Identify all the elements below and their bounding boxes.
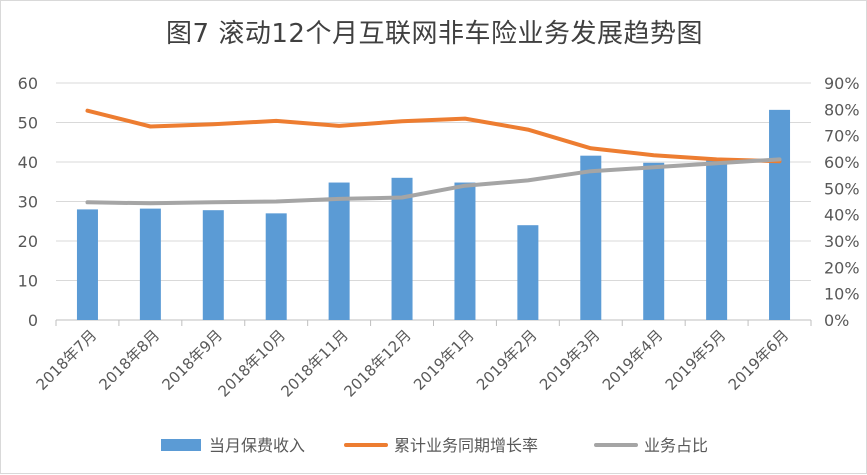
y-right-tick-label: 30% (824, 232, 860, 251)
left-axis: 0 10 20 30 40 50 60 (18, 74, 38, 330)
bar (580, 155, 602, 320)
y-right-tick-label: 40% (824, 206, 860, 225)
x-category-label: 2019年5月 (662, 326, 730, 394)
bar (517, 225, 539, 320)
y-right-tick-label: 70% (824, 127, 860, 146)
legend-label: 当月保费收入 (209, 436, 305, 455)
y-right-tick-label: 50% (824, 179, 860, 198)
bar (454, 182, 476, 320)
x-category-label: 2018年8月 (96, 326, 164, 394)
y-left-tick-label: 0 (28, 311, 38, 330)
bar-series-layer (76, 109, 791, 320)
y-right-tick-label: 60% (824, 153, 860, 172)
y-left-tick-label: 40 (18, 153, 38, 172)
x-category-label: 2019年6月 (725, 326, 793, 394)
line-series-layer (85, 108, 782, 206)
bar (76, 209, 98, 320)
bar (706, 159, 728, 320)
bar (265, 213, 287, 320)
x-category-label: 2018年12月 (340, 326, 414, 400)
legend-item: 累计业务同期增长率 (344, 436, 538, 455)
y-right-tick-label: 10% (824, 285, 860, 304)
series-line (85, 108, 782, 164)
bar (769, 109, 791, 320)
y-left-tick-label: 30 (18, 193, 38, 212)
right-axis: 0% 10% 20% 30% 40% 50% 60% 70% 80% 90% (824, 74, 860, 330)
x-category-label: 2018年9月 (158, 326, 226, 394)
legend-item: 当月保费收入 (161, 436, 305, 455)
y-left-tick-label: 20 (18, 232, 38, 251)
legend: 当月保费收入 累计业务同期增长率 业务占比 (161, 436, 708, 455)
y-left-tick-label: 10 (18, 272, 38, 291)
x-category-label: 2019年1月 (410, 326, 478, 394)
category-axis: 2018年7月2018年8月2018年9月2018年10月2018年11月201… (33, 320, 812, 401)
legend-item: 业务占比 (594, 436, 708, 455)
bar (643, 162, 665, 320)
bar (202, 210, 224, 320)
chart-title: 图7 滚动12个月互联网非车险业务发展趋势图 (166, 19, 703, 49)
bar (139, 208, 161, 320)
legend-label: 累计业务同期增长率 (394, 436, 538, 455)
y-right-tick-label: 80% (824, 100, 860, 119)
x-category-label: 2019年4月 (599, 326, 667, 394)
y-right-tick-label: 0% (824, 311, 849, 330)
y-left-tick-label: 60 (18, 74, 38, 93)
bar (328, 182, 350, 320)
y-right-tick-label: 90% (824, 74, 860, 93)
legend-swatch (161, 439, 201, 451)
x-category-label: 2018年7月 (33, 326, 101, 394)
x-category-label: 2019年2月 (473, 326, 541, 394)
y-left-tick-label: 50 (18, 114, 38, 133)
series-line (85, 157, 782, 206)
y-right-tick-label: 20% (824, 258, 860, 277)
legend-label: 业务占比 (644, 436, 708, 455)
bar (391, 177, 413, 320)
x-category-label: 2019年3月 (536, 326, 604, 394)
